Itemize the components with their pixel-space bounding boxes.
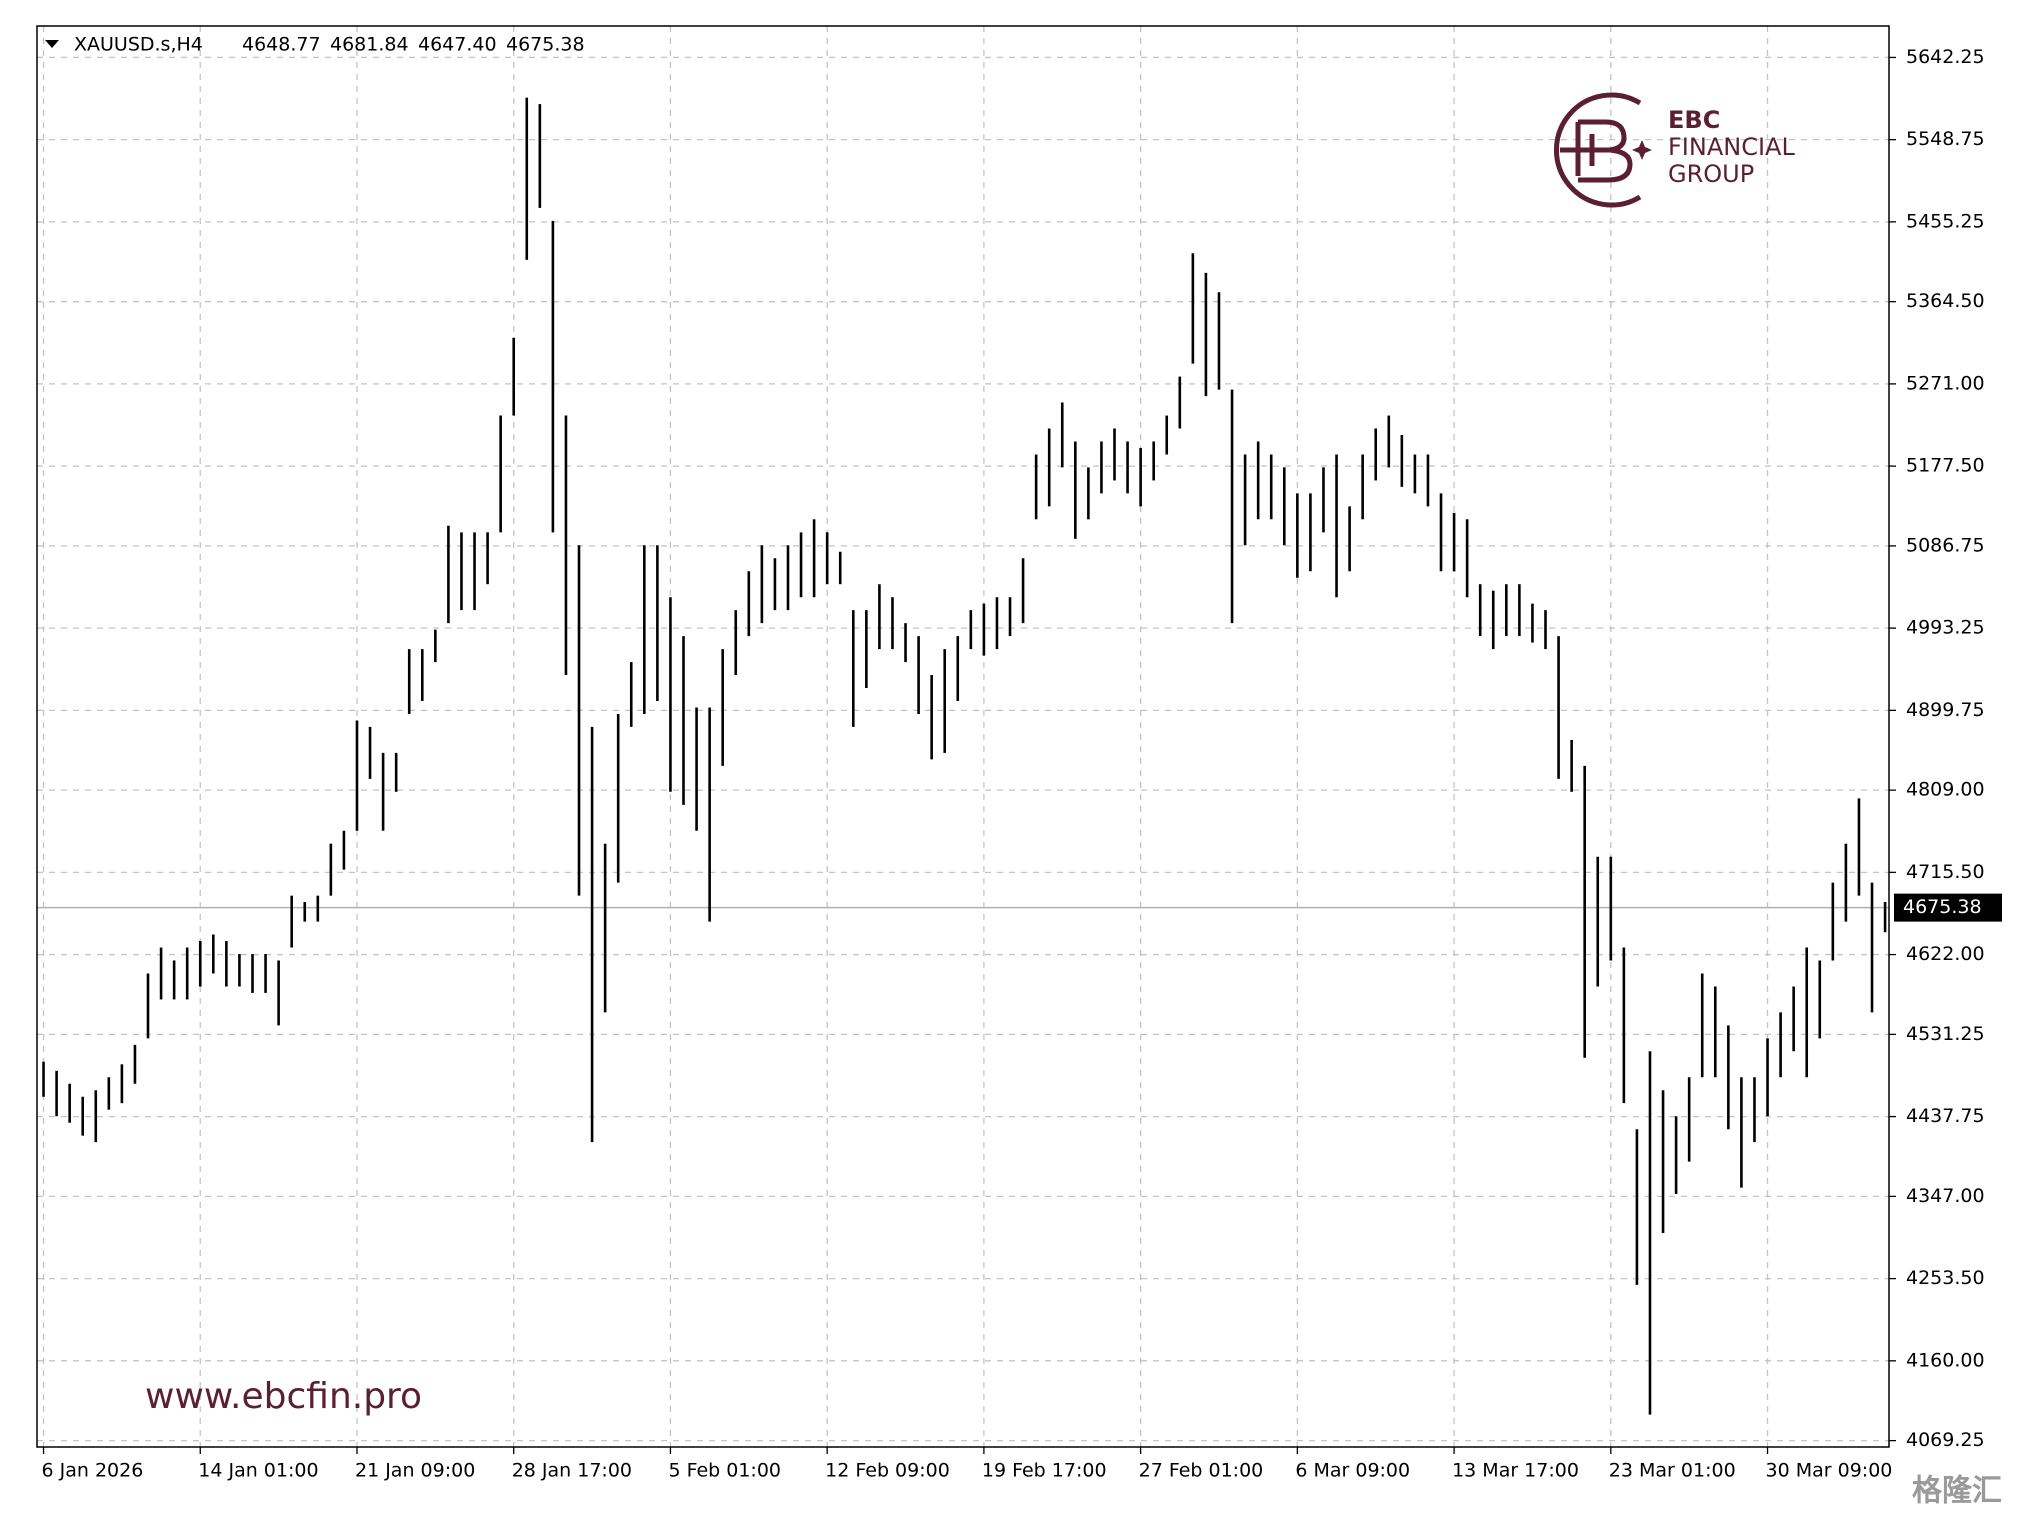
open-value: 4648.77 bbox=[242, 34, 321, 56]
y-tick-label: 4253.50 bbox=[1906, 1267, 1985, 1289]
source-mark: 格隆汇 bbox=[1912, 1474, 2002, 1509]
logo-star bbox=[1632, 140, 1652, 160]
x-tick-label: 27 Feb 01:00 bbox=[1139, 1460, 1264, 1482]
y-tick-label: 4347.00 bbox=[1906, 1185, 1985, 1207]
dropdown-arrow[interactable] bbox=[45, 40, 59, 48]
symbol-label: XAUUSD.s,H4 bbox=[74, 34, 203, 56]
x-tick-label: 23 Mar 01:00 bbox=[1609, 1460, 1736, 1482]
last-price-tag bbox=[1894, 893, 2002, 922]
y-tick-label: 4069.25 bbox=[1906, 1429, 1985, 1451]
y-tick-label: 5271.00 bbox=[1906, 372, 1985, 394]
y-tick-label: 4531.25 bbox=[1906, 1023, 1985, 1045]
watermark: www.ebcfin.pro bbox=[145, 1376, 422, 1417]
logo-text: GROUP bbox=[1668, 160, 1754, 188]
logo-text: EBC bbox=[1668, 106, 1720, 134]
y-tick-label: 4899.75 bbox=[1906, 699, 1985, 721]
x-tick-label: 30 Mar 09:00 bbox=[1766, 1460, 1893, 1482]
plot-frame bbox=[36, 25, 1890, 1448]
axes: 5642.25 5548.75 5455.25 5364.50 5271.00 5177.… bbox=[42, 46, 2002, 1482]
x-tick-label: 21 Jan 09:00 bbox=[355, 1460, 475, 1482]
y-tick-label: 4809.00 bbox=[1906, 779, 1985, 801]
x-tick-label: 6 Mar 09:00 bbox=[1295, 1460, 1410, 1482]
y-tick-label: 5364.50 bbox=[1906, 290, 1985, 312]
high-value: 4681.84 bbox=[330, 34, 409, 56]
low-value: 4647.40 bbox=[418, 34, 497, 56]
y-tick-label: 5086.75 bbox=[1906, 534, 1985, 556]
logo-text: FINANCIAL bbox=[1668, 133, 1795, 161]
y-tick-label: 5548.75 bbox=[1906, 128, 1985, 150]
close-value: 4675.38 bbox=[506, 34, 585, 56]
y-tick-label: 5642.25 bbox=[1906, 46, 1985, 68]
x-tick-label: 13 Mar 17:00 bbox=[1452, 1460, 1579, 1482]
y-tick-label: 5177.50 bbox=[1906, 455, 1985, 477]
logo: EBC FINANCIAL GROUP bbox=[1553, 92, 1795, 208]
y-tick-label: 4622.00 bbox=[1906, 943, 1985, 965]
logo-mark bbox=[1560, 119, 1633, 183]
y-tick-label: 5455.25 bbox=[1906, 210, 1985, 232]
grid bbox=[37, 26, 1889, 1447]
x-tick-label: 19 Feb 17:00 bbox=[982, 1460, 1107, 1482]
bars bbox=[42, 97, 1887, 1415]
y-tick-label: 4993.25 bbox=[1906, 617, 1985, 639]
y-tick-label: 4160.00 bbox=[1906, 1349, 1985, 1371]
y-tick-label: 4437.75 bbox=[1906, 1105, 1985, 1127]
x-tick-label: 28 Jan 17:00 bbox=[512, 1460, 632, 1482]
x-tick-label: 6 Jan 2026 bbox=[42, 1460, 144, 1482]
x-tick-label: 5 Feb 01:00 bbox=[668, 1460, 781, 1482]
y-tick-label: 4715.50 bbox=[1906, 861, 1985, 883]
logo-ring bbox=[1553, 92, 1642, 208]
x-tick-label: 14 Jan 01:00 bbox=[198, 1460, 318, 1482]
x-tick-label: 12 Feb 09:00 bbox=[825, 1460, 950, 1482]
last-price-label: 4675.38 bbox=[1903, 896, 1982, 918]
